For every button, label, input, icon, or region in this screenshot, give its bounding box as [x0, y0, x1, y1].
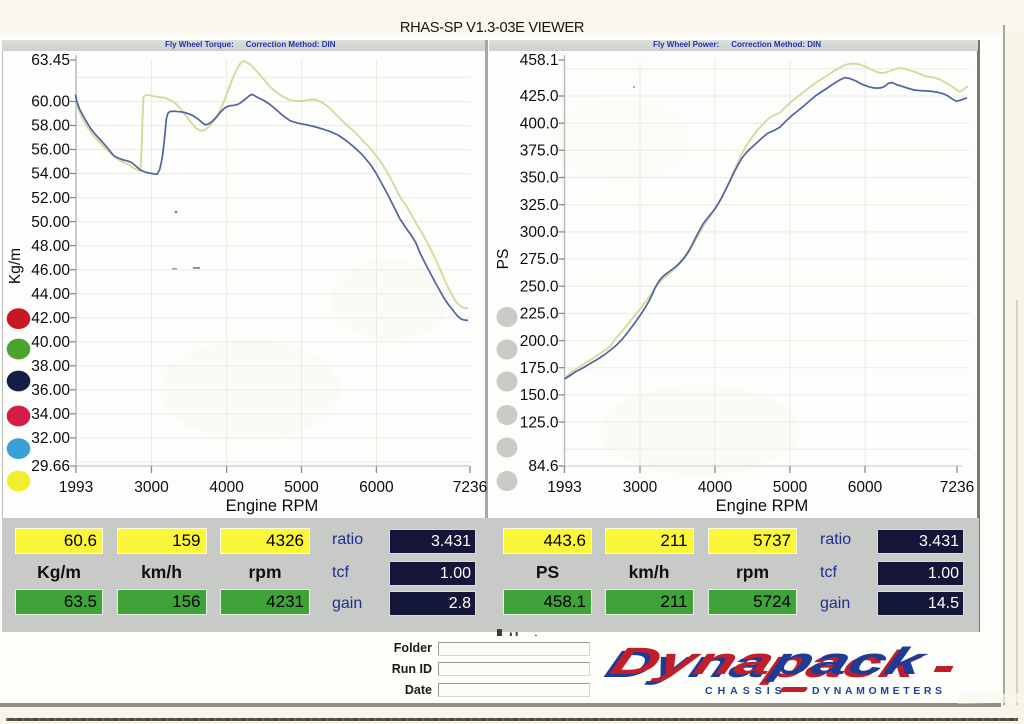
svg-text:40.00: 40.00 — [31, 334, 70, 351]
svg-text:58.00: 58.00 — [31, 118, 70, 135]
svg-text:38.00: 38.00 — [31, 358, 70, 375]
svg-text:42.00: 42.00 — [31, 310, 70, 327]
svg-text:29.66: 29.66 — [31, 458, 70, 475]
svg-text:3000: 3000 — [134, 479, 169, 496]
svg-text:48.00: 48.00 — [31, 238, 70, 255]
svg-text:32.00: 32.00 — [31, 430, 70, 447]
svg-text:4000: 4000 — [698, 479, 733, 496]
svg-text:36.00: 36.00 — [31, 382, 70, 399]
svg-text:Engine RPM: Engine RPM — [716, 497, 809, 515]
svg-text:6000: 6000 — [848, 479, 883, 496]
svg-text:7236: 7236 — [940, 479, 974, 496]
svg-text:84.6: 84.6 — [528, 458, 558, 475]
svg-text:175.0: 175.0 — [520, 360, 559, 377]
svg-text:7236: 7236 — [453, 479, 487, 496]
svg-text:56.00: 56.00 — [31, 142, 70, 159]
svg-text:60.00: 60.00 — [31, 94, 70, 111]
svg-text:4000: 4000 — [209, 479, 244, 496]
svg-text:3000: 3000 — [623, 479, 658, 496]
svg-text:5000: 5000 — [284, 479, 319, 496]
svg-text:150.0: 150.0 — [520, 387, 559, 404]
svg-text:34.00: 34.00 — [31, 406, 70, 423]
svg-text:6000: 6000 — [359, 479, 394, 496]
svg-text:Kg/m: Kg/m — [7, 248, 24, 284]
svg-text:44.00: 44.00 — [31, 286, 70, 303]
svg-text:Engine RPM: Engine RPM — [226, 497, 319, 515]
svg-text:250.0: 250.0 — [520, 278, 559, 295]
svg-text:375.0: 375.0 — [520, 143, 559, 160]
svg-text:350.0: 350.0 — [520, 170, 559, 187]
svg-text:46.00: 46.00 — [31, 262, 70, 279]
svg-text:54.00: 54.00 — [31, 166, 70, 183]
svg-text:52.00: 52.00 — [31, 190, 70, 207]
svg-text:275.0: 275.0 — [520, 251, 559, 268]
svg-text:1993: 1993 — [59, 479, 93, 496]
svg-text:400.0: 400.0 — [520, 115, 559, 132]
svg-text:200.0: 200.0 — [520, 333, 559, 350]
svg-text:425.0: 425.0 — [520, 88, 559, 105]
svg-text:458.1: 458.1 — [520, 52, 559, 69]
svg-text:300.0: 300.0 — [520, 224, 559, 241]
svg-text:1993: 1993 — [547, 479, 581, 496]
svg-text:PS: PS — [495, 249, 512, 270]
svg-text:5000: 5000 — [773, 479, 808, 496]
svg-text:125.0: 125.0 — [520, 414, 559, 431]
svg-text:50.00: 50.00 — [31, 214, 70, 231]
svg-text:225.0: 225.0 — [520, 306, 559, 323]
svg-text:63.45: 63.45 — [31, 52, 70, 69]
svg-text:325.0: 325.0 — [520, 197, 559, 214]
